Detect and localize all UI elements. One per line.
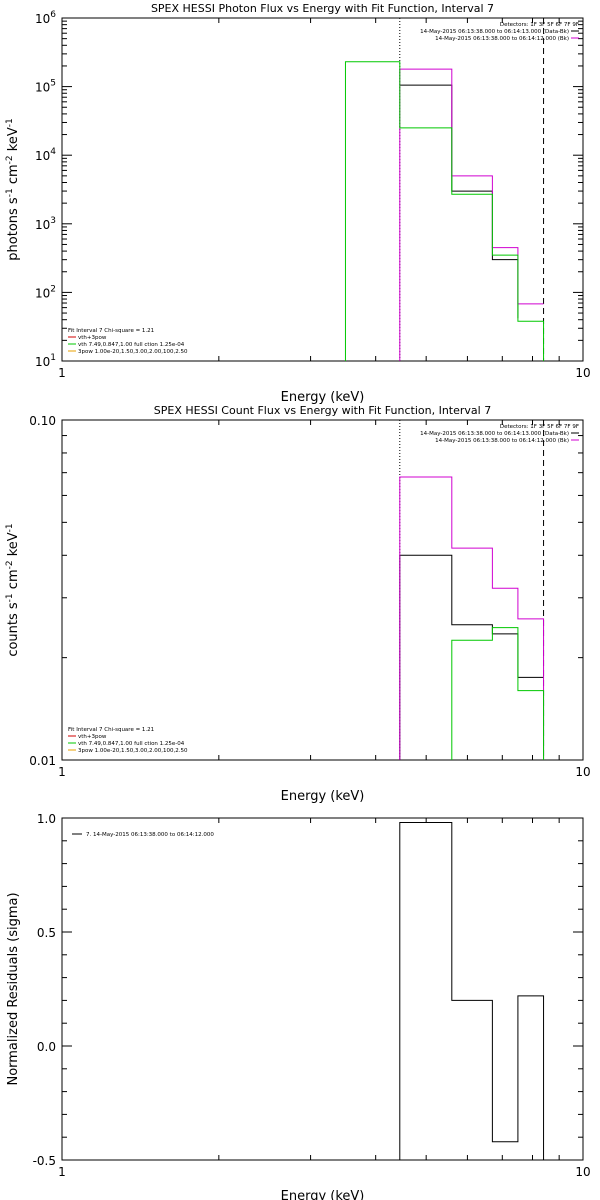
data-layer <box>344 18 545 361</box>
y-tick-label: -0.5 <box>33 1154 56 1168</box>
y-tick-label: 0.01 <box>29 754 56 768</box>
panel-2: SPEX HESSI Count Flux vs Energy with Fit… <box>5 404 591 804</box>
data-layer <box>399 420 545 760</box>
x-tick-label: 1 <box>58 765 66 779</box>
y-tick-label: 1.0 <box>37 812 56 826</box>
legend-entry: Fit Interval 7 Chi-square = 1.21 <box>68 328 154 334</box>
panel-3: 1 10 Energy (keV) -0.5 0.0 0.5 1.0 Normalized R… <box>6 812 591 1200</box>
legend-entry: vth 7.49,0.847,1.00 full ction 1.25e-04 <box>78 342 185 348</box>
y-tick-label: 104 <box>35 147 56 163</box>
legend-entry: 7. 14-May-2015 06:13:38.000 to 06:14:12.… <box>86 832 214 838</box>
series-bk <box>399 68 544 361</box>
legend-entry: 14-May-2015 06:13:38.000 to 06:14:12.000… <box>435 36 569 42</box>
x-axis-label: Energy (keV) <box>281 789 365 804</box>
legend-entry: Fit Interval 7 Chi-square = 1.21 <box>68 727 154 733</box>
x-tick-label: 1 <box>58 1165 66 1179</box>
y-tick-label: 101 <box>35 353 56 369</box>
x-tick-label: 10 <box>575 366 590 380</box>
plot-frame <box>61 419 584 761</box>
chart-title: SPEX HESSI Count Flux vs Energy with Fit… <box>154 404 491 417</box>
y-tick-label: 105 <box>35 79 56 95</box>
x-axis-label: Energy (keV) <box>281 1189 365 1200</box>
x-axis-label: Energy (keV) <box>281 390 365 405</box>
legend-entry: 3pow 1.00e-20,1.50,3.00,2.00,100,2.50 <box>78 748 188 754</box>
legend-entry: vth+3pow <box>78 335 107 341</box>
series-vth <box>344 61 545 361</box>
y-tick-label: 106 <box>35 10 56 26</box>
plot-frame <box>61 817 584 1161</box>
legend-entry: 14-May-2015 06:13:38.000 to 06:14:13.000… <box>420 29 569 35</box>
series-residuals <box>399 822 545 1160</box>
y-tick-label: 102 <box>35 284 56 300</box>
series-vth <box>451 627 545 760</box>
series-data-bk <box>399 84 519 319</box>
panel-1: SPEX HESSI Photon Flux vs Energy with Fi… <box>5 2 591 405</box>
chart-title: SPEX HESSI Photon Flux vs Energy with Fi… <box>151 2 494 15</box>
plot-frame <box>61 17 584 362</box>
y-tick-exponent: 3 <box>50 216 56 226</box>
legend-entry: Detectors: 1F 3F 5F 6F 7F 9F <box>500 22 579 28</box>
y-axis-label: counts s-1 cm-2 keV-1 <box>5 523 21 656</box>
series-bk <box>399 476 545 760</box>
legend-entry: 14-May-2015 06:13:38.000 to 06:14:13.000… <box>420 431 569 437</box>
x-tick-label: 10 <box>575 765 590 779</box>
legend-entry: 14-May-2015 06:13:38.000 to 06:14:12.000… <box>435 438 569 444</box>
legend-entry: vth 7.49,0.847,1.00 full ction 1.25e-04 <box>78 741 185 747</box>
y-tick-label: 0.0 <box>37 1040 56 1054</box>
legend-entry: Detectors: 1F 3F 5F 6F 7F 9F <box>500 424 579 430</box>
y-tick-exponent: 6 <box>50 10 56 20</box>
legend-entry: vth+3pow <box>78 734 107 740</box>
y-axis-label: Normalized Residuals (sigma) <box>6 892 21 1085</box>
y-tick-exponent: 5 <box>50 79 56 89</box>
x-tick-label: 1 <box>58 366 66 380</box>
x-tick-label: 10 <box>575 1165 590 1179</box>
y-axis-label: photons s-1 cm-2 keV-1 <box>5 118 21 260</box>
y-tick-exponent: 2 <box>50 284 56 294</box>
y-tick-exponent: 1 <box>50 353 56 363</box>
data-layer <box>399 822 545 1160</box>
legend-entry: 3pow 1.00e-20,1.50,3.00,2.00,100,2.50 <box>78 349 188 355</box>
y-tick-label: 103 <box>35 216 56 232</box>
y-tick-exponent: 4 <box>50 147 56 157</box>
y-tick-label: 0.10 <box>29 414 56 428</box>
y-tick-label: 0.5 <box>37 926 56 940</box>
series-data-bk <box>399 554 544 760</box>
